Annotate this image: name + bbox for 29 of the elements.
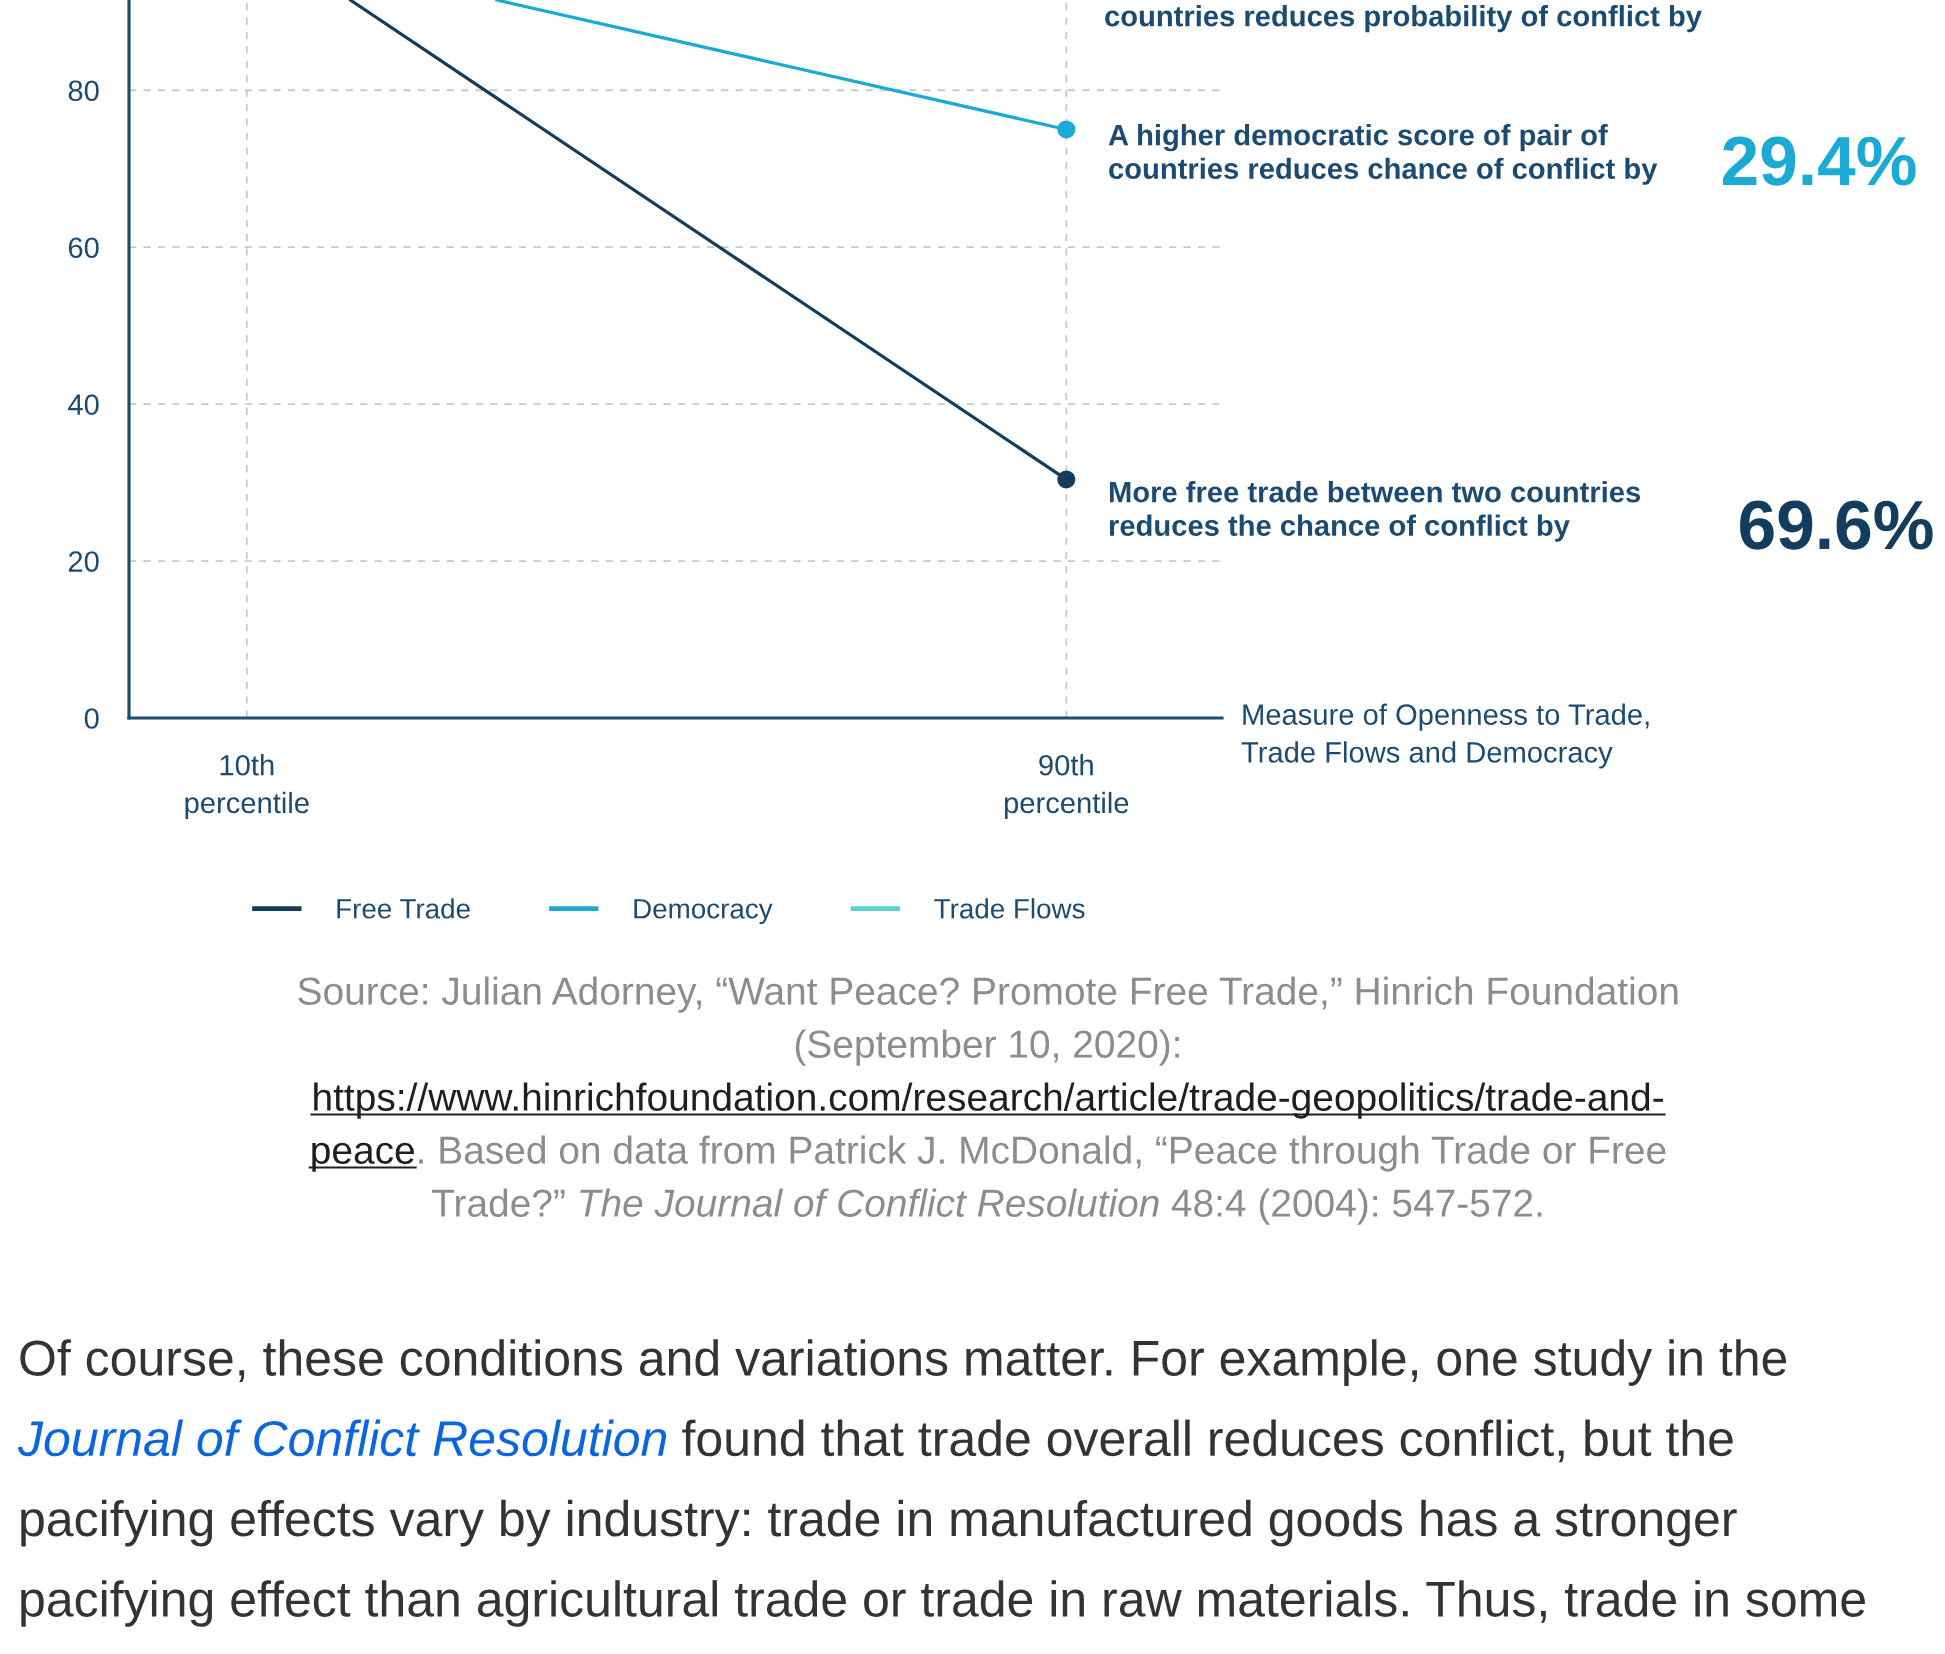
y-tick-label: 0	[84, 708, 99, 729]
y-tick-label: 20	[68, 551, 99, 572]
text: 29.4%	[1722, 136, 1916, 186]
legend-label: Free Trade	[337, 898, 470, 919]
text: Of course, these conditions and variations matter. For example, one study in the	[20, 1339, 1787, 1386]
text: found that trade overall reduces conflict, but the	[682, 1419, 1733, 1463]
text: Journal of Conflict Resolution	[17, 1419, 667, 1457]
source-note: Source: Julian Adorney, “Want Peace? Promote Free Trade,” Hinrich Foundation	[298, 976, 1678, 1013]
text: . Based on data from Patrick J. McDonald, “Peace through Trade or Free	[419, 1135, 1666, 1172]
text: https://www.hinrichfoundation.com/research/article/trade-geopolitics/trade-and-	[314, 1082, 1663, 1119]
text: 69.6%	[1740, 500, 1933, 550]
y-tick-label: 40	[68, 394, 99, 415]
text: pacifying effect than agricultural trade or trade in raw materials. Thus, trade in some	[21, 1580, 1865, 1627]
text: pacifying effects vary by industry: trade in manufactured goods has a stronger	[21, 1499, 1737, 1547]
text: peace	[312, 1142, 414, 1172]
legend-label: Democracy	[634, 899, 773, 925]
annotation: A higher democratic score of pair of countries reduces chance of conflict by	[1108, 124, 1658, 185]
annotation: countries reduces probability of conflict by	[1105, 5, 1702, 33]
text: (September 10, 2020):	[795, 1029, 1179, 1066]
x-axis-title: Measure of Openness to Trade, Trade Flows and Democracy	[1241, 703, 1649, 769]
y-tick-label: 60	[68, 237, 99, 259]
text: Trade?”	[432, 1188, 565, 1217]
y-tick-label: 80	[68, 80, 99, 102]
text: 48:4 (2004): 547-572.	[1171, 1188, 1542, 1225]
text: The Journal of Conflict Resolution	[580, 1188, 1159, 1217]
legend-label: Trade Flows	[934, 898, 1085, 919]
x-tick-label: 10th percentile	[185, 754, 309, 820]
x-tick-label: 90th percentile	[1004, 754, 1129, 820]
annotation: More free trade between two countries reduces the chance of conflict by	[1109, 481, 1641, 542]
